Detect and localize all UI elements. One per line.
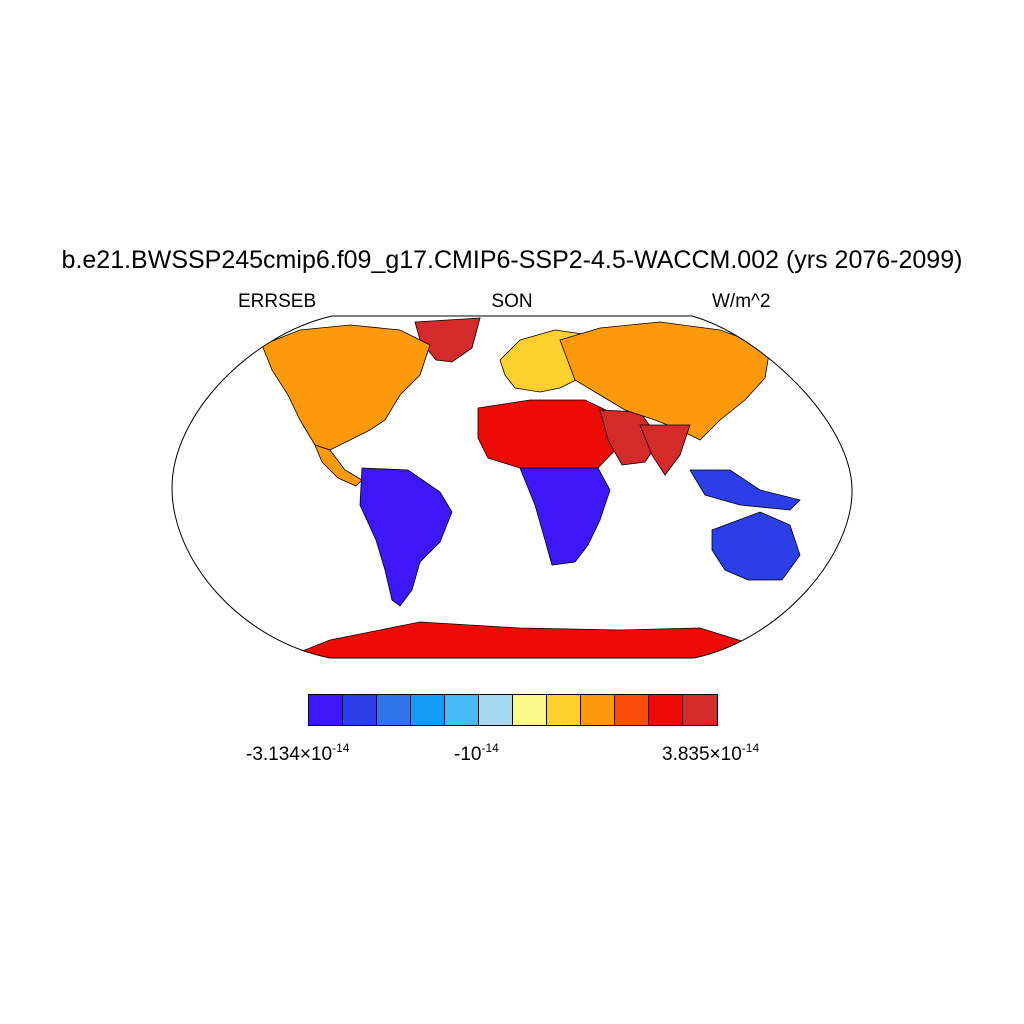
colorbar-swatch-1 bbox=[343, 695, 377, 725]
region-north-america bbox=[261, 324, 431, 451]
region-south-america bbox=[359, 467, 453, 607]
plot-title: b.e21.BWSSP245cmip6.f09_g17.CMIP6-SSP2-4… bbox=[61, 246, 963, 274]
colorbar bbox=[308, 694, 718, 726]
region-antarctica bbox=[299, 621, 761, 658]
region-africa-north bbox=[477, 399, 621, 471]
colorbar-min-label: -3.134×10-14 bbox=[246, 741, 350, 765]
season-label: SON bbox=[491, 291, 533, 312]
colorbar-swatch-7 bbox=[547, 695, 581, 725]
region-africa-south bbox=[519, 467, 611, 566]
colorbar-swatch-4 bbox=[445, 695, 479, 725]
globe-outline bbox=[171, 315, 853, 659]
variable-label: ERRSEB bbox=[238, 291, 317, 312]
colorbar-swatch-8 bbox=[581, 695, 615, 725]
region-australia bbox=[711, 511, 801, 581]
colorbar-swatch-5 bbox=[479, 695, 513, 725]
colorbar-swatch-10 bbox=[649, 695, 683, 725]
colorbar-max-label: 3.835×10-14 bbox=[662, 741, 760, 765]
colorbar-mid-label: -10-14 bbox=[454, 741, 499, 765]
region-india bbox=[639, 424, 691, 476]
region-southeast-asia bbox=[689, 469, 801, 511]
colorbar-swatch-3 bbox=[411, 695, 445, 725]
region-central-america bbox=[314, 444, 363, 487]
units-label: W/m^2 bbox=[712, 291, 771, 312]
colorbar-swatch-9 bbox=[615, 695, 649, 725]
colorbar-swatch-2 bbox=[377, 695, 411, 725]
colorbar-swatch-0 bbox=[309, 695, 343, 725]
region-asia bbox=[559, 321, 771, 441]
colorbar-swatch-6 bbox=[513, 695, 547, 725]
colorbar-swatch-11 bbox=[683, 695, 717, 725]
